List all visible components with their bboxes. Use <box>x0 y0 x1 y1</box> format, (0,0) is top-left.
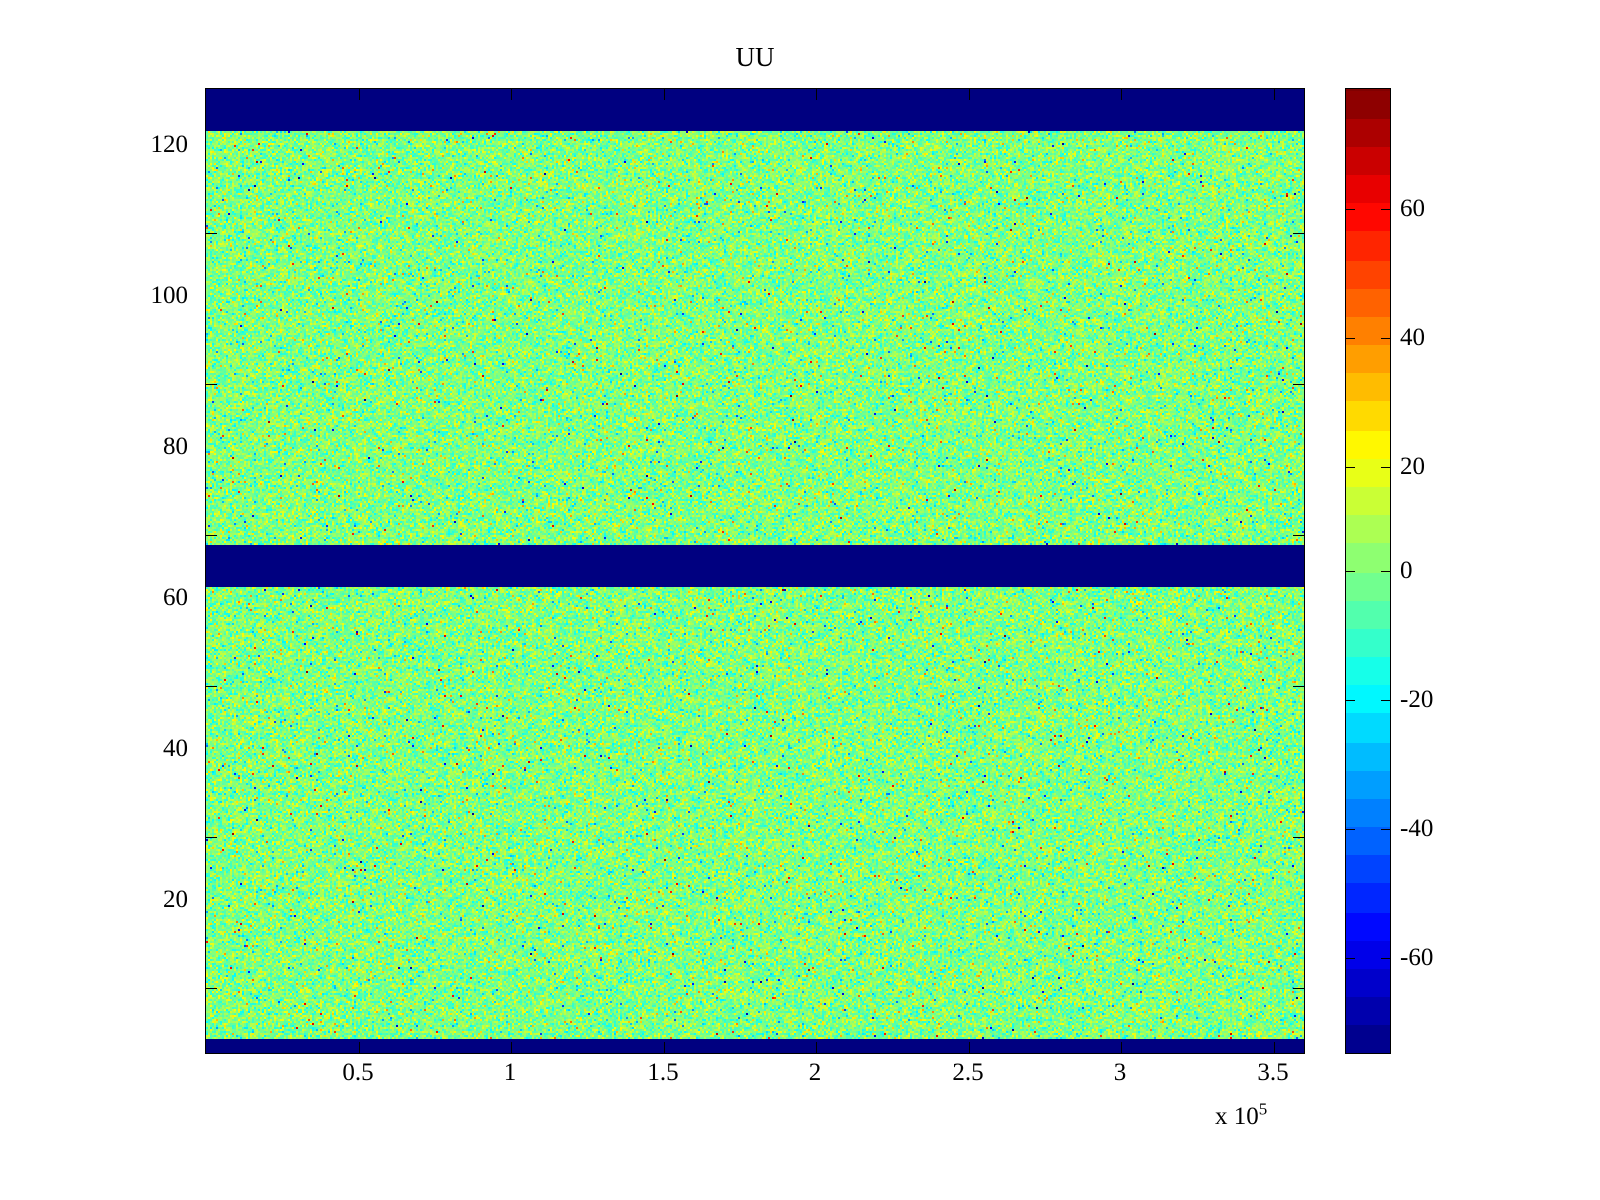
colorbar-label-0: 0 <box>1400 557 1413 584</box>
x-tick-2.5-top <box>969 89 970 100</box>
y-tick-40-right <box>1293 837 1304 838</box>
x-tick-2.5 <box>969 1042 970 1053</box>
x-axis-exponent-label: x 105 <box>1215 1101 1267 1130</box>
y-tick-80 <box>206 535 217 536</box>
y-tick-20 <box>206 988 217 989</box>
page-title: UU <box>735 42 775 72</box>
colorbar-tick-neg60 <box>1346 958 1355 959</box>
y-tick-label-40: 40 <box>163 735 188 762</box>
x-tick-0.5 <box>359 1042 360 1053</box>
colorbar-tick-neg60-right <box>1381 958 1390 959</box>
x-tick-label-1: 1 <box>503 1059 517 1086</box>
x-tick-2-top <box>816 89 817 100</box>
y-tick-100 <box>206 384 217 385</box>
colorbar-tick-40-right <box>1381 338 1390 339</box>
colorbar-label-40: 40 <box>1400 324 1425 351</box>
x-tick-label-3.5: 3.5 <box>1257 1059 1289 1086</box>
x-tick-3-top <box>1121 89 1122 100</box>
y-tick-label-100: 100 <box>150 282 189 309</box>
colorbar-label-neg40: -40 <box>1400 815 1434 842</box>
colorbar-tick-neg20 <box>1346 700 1355 701</box>
x-tick-2 <box>816 1042 817 1053</box>
colorbar-tick-neg40-right <box>1381 829 1390 830</box>
colorbar-label-neg20: -20 <box>1400 686 1434 713</box>
x-tick-label-1.5: 1.5 <box>647 1059 679 1086</box>
x-exponent-power: 5 <box>1258 1099 1268 1119</box>
colorbar-tick-20 <box>1346 467 1355 468</box>
x-tick-1 <box>511 1042 512 1053</box>
colorbar-label-60: 60 <box>1400 195 1425 222</box>
x-tick-label-2: 2 <box>808 1059 822 1086</box>
x-tick-3.5-top <box>1274 89 1275 100</box>
colorbar-tick-neg40 <box>1346 829 1355 830</box>
y-tick-20-right <box>1293 988 1304 989</box>
y-tick-label-60: 60 <box>163 584 188 611</box>
x-tick-1-top <box>511 89 512 100</box>
y-tick-120-right <box>1293 233 1304 234</box>
y-tick-40 <box>206 837 217 838</box>
y-tick-label-20: 20 <box>163 886 188 913</box>
y-tick-100-right <box>1293 384 1304 385</box>
x-exponent-prefix: x 10 <box>1215 1103 1259 1130</box>
y-tick-60-right <box>1293 686 1304 687</box>
x-tick-3 <box>1121 1042 1122 1053</box>
colorbar-tick-0-right <box>1381 571 1390 572</box>
heatmap-image <box>206 89 1304 1053</box>
y-tick-120 <box>206 233 217 234</box>
y-tick-label-80: 80 <box>163 433 188 460</box>
colorbar-tick-0 <box>1346 571 1355 572</box>
colorbar-label-20: 20 <box>1400 453 1425 480</box>
colorbar-tick-60 <box>1346 209 1355 210</box>
colorbar-tick-20-right <box>1381 467 1390 468</box>
y-tick-label-120: 120 <box>150 131 189 158</box>
x-tick-0.5-top <box>359 89 360 100</box>
x-tick-1.5-top <box>664 89 665 100</box>
colorbar-tick-40 <box>1346 338 1355 339</box>
heatmap-axes[interactable] <box>205 88 1305 1054</box>
colorbar[interactable] <box>1345 88 1391 1054</box>
x-tick-label-2.5: 2.5 <box>952 1059 984 1086</box>
x-tick-label-0.5: 0.5 <box>342 1059 374 1086</box>
x-tick-label-3: 3 <box>1113 1059 1127 1086</box>
y-tick-60 <box>206 686 217 687</box>
x-tick-3.5 <box>1274 1042 1275 1053</box>
colorbar-tick-neg20-right <box>1381 700 1390 701</box>
colorbar-label-neg60: -60 <box>1400 944 1434 971</box>
colorbar-tick-60-right <box>1381 209 1390 210</box>
y-tick-80-right <box>1293 535 1304 536</box>
x-tick-1.5 <box>664 1042 665 1053</box>
